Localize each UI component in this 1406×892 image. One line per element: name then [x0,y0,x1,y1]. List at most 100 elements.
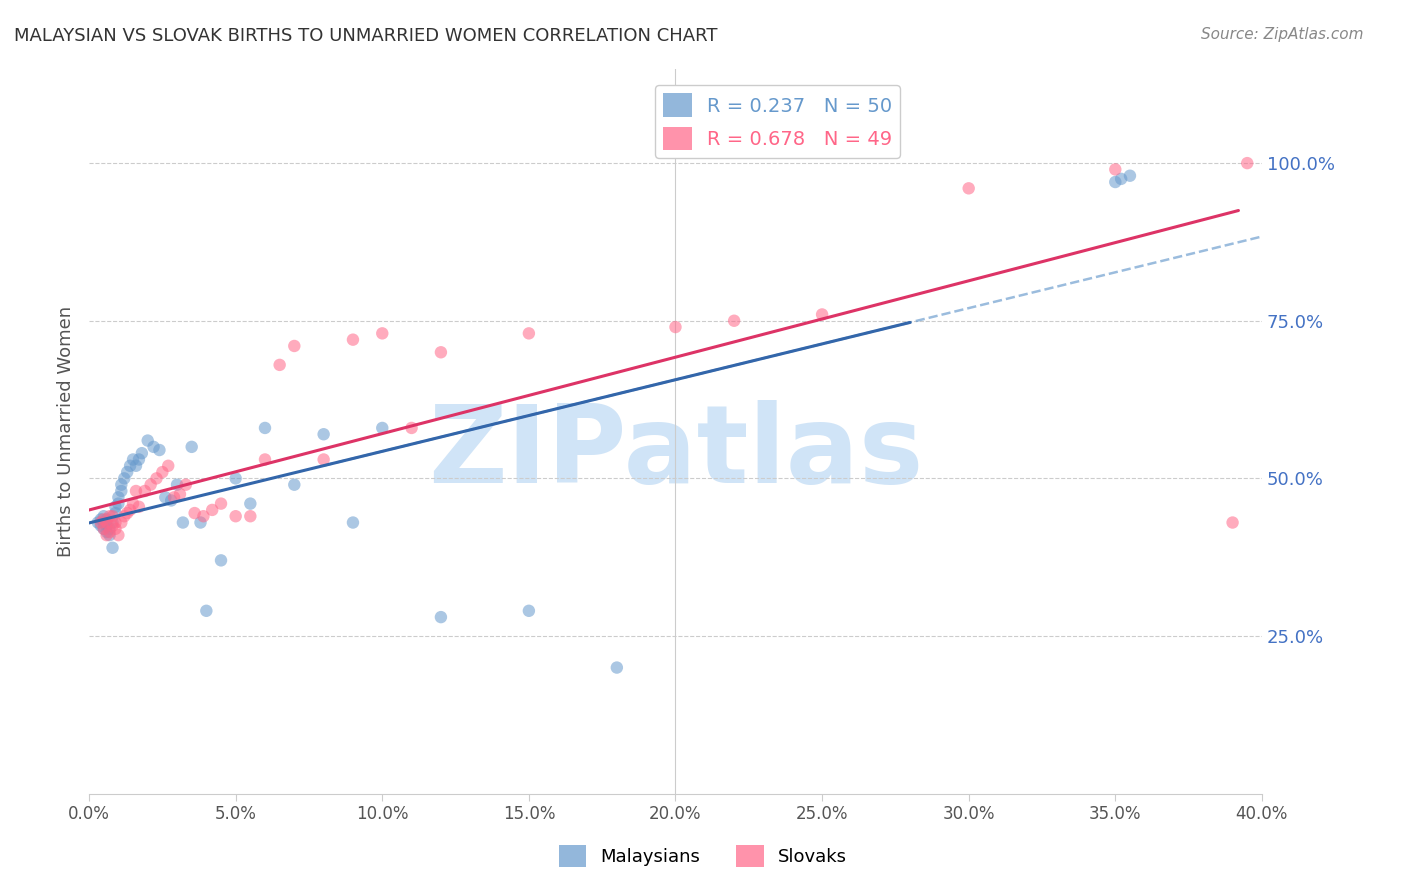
Point [430,610,453,624]
Point [1109,172,1132,186]
Point [723,314,745,328]
Point [101,516,124,530]
Point [371,326,394,341]
Point [101,518,124,533]
Point [160,493,183,508]
Point [269,358,291,372]
Point [107,497,129,511]
Point [104,516,127,530]
Point [342,333,364,347]
Point [183,506,205,520]
Legend: Malaysians, Slovaks: Malaysians, Slovaks [551,838,855,874]
Point [98,528,121,542]
Point [145,471,167,485]
Point [1222,516,1244,530]
Point [1104,162,1126,177]
Point [101,541,124,555]
Point [87,516,110,530]
Point [115,506,138,520]
Point [90,518,112,533]
Y-axis label: Births to Unmarried Women: Births to Unmarried Women [58,306,75,557]
Legend: R = 0.237   N = 50, R = 0.678   N = 49: R = 0.237 N = 50, R = 0.678 N = 49 [655,86,900,158]
Point [517,604,540,618]
Point [93,516,115,530]
Point [96,528,118,542]
Point [96,518,118,533]
Point [107,491,129,505]
Point [112,471,135,485]
Point [312,452,335,467]
Point [148,443,170,458]
Point [401,421,423,435]
Point [201,503,224,517]
Point [122,452,145,467]
Point [253,452,276,467]
Point [606,660,628,674]
Point [239,497,262,511]
Point [157,458,180,473]
Point [112,509,135,524]
Point [163,491,186,505]
Point [253,421,276,435]
Point [93,522,115,536]
Point [283,477,305,491]
Point [120,458,142,473]
Point [139,477,162,491]
Point [1236,156,1258,170]
Point [342,516,364,530]
Point [150,465,173,479]
Point [239,509,262,524]
Point [155,491,177,505]
Point [93,512,115,526]
Point [517,326,540,341]
Point [104,506,127,520]
Point [120,503,142,517]
Point [93,509,115,524]
Point [209,497,232,511]
Point [90,516,112,530]
Point [110,477,132,491]
Point [225,471,247,485]
Text: ZIPatlas: ZIPatlas [427,400,924,506]
Point [209,553,232,567]
Point [115,465,138,479]
Point [193,509,215,524]
Point [180,440,202,454]
Point [190,516,212,530]
Text: Source: ZipAtlas.com: Source: ZipAtlas.com [1201,27,1364,42]
Point [1104,175,1126,189]
Point [312,427,335,442]
Point [128,452,150,467]
Point [174,477,197,491]
Point [131,446,153,460]
Point [811,308,834,322]
Point [98,522,121,536]
Point [225,509,247,524]
Point [134,483,156,498]
Point [136,434,159,448]
Point [283,339,305,353]
Point [125,483,148,498]
Point [101,509,124,524]
Point [125,458,148,473]
Point [166,477,188,491]
Point [96,512,118,526]
Point [122,497,145,511]
Point [93,522,115,536]
Point [1119,169,1142,183]
Point [90,512,112,526]
Point [98,509,121,524]
Point [371,421,394,435]
Point [957,181,980,195]
Point [110,516,132,530]
Point [96,524,118,539]
Point [98,524,121,539]
Point [128,500,150,514]
Text: MALAYSIAN VS SLOVAK BIRTHS TO UNMARRIED WOMEN CORRELATION CHART: MALAYSIAN VS SLOVAK BIRTHS TO UNMARRIED … [14,27,717,45]
Point [195,604,218,618]
Point [107,528,129,542]
Point [104,500,127,514]
Point [172,516,194,530]
Point [169,487,191,501]
Point [664,320,686,334]
